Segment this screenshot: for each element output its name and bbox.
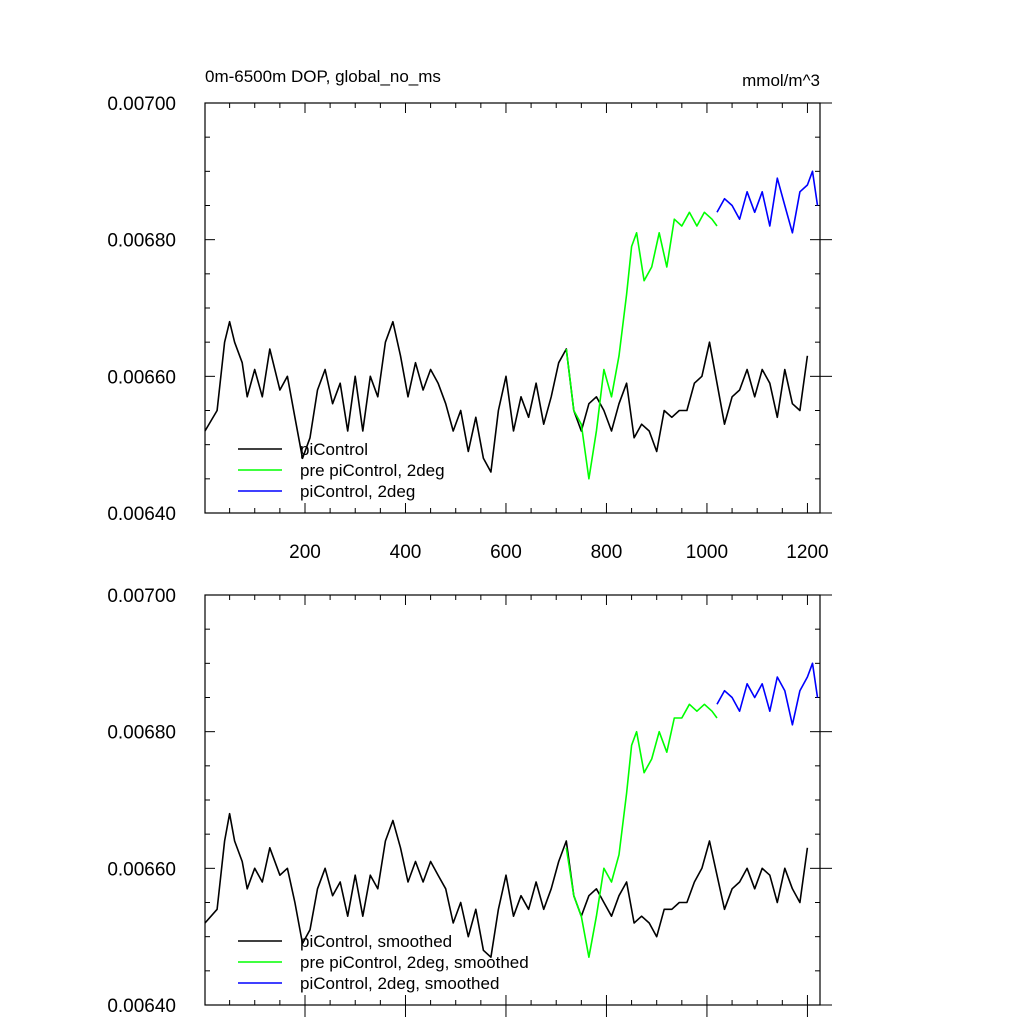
top-x-tick-label: 200 [289,542,321,563]
bottom-y-tick-label: 0.00680 [107,723,176,744]
top-chart-title: 0m-6500m DOP, global_no_ms [205,67,441,86]
top-series-line-2 [716,170,819,234]
top-legend-label-1: pre piControl, 2deg [300,461,445,480]
bottom-chart: 0.00640 0.00660 0.00680 0.00700 piControl, … [107,586,832,1017]
bottom-y-tick-label: 0.00660 [107,859,176,880]
top-chart: 0m-6500m DOP, global_no_ms mmol/m^3 200 4… [107,67,832,563]
top-legend-label-2: piControl, 2deg [300,482,415,501]
top-series-line-0 [204,320,809,473]
top-legend: piControl pre piControl, 2deg piControl, 2… [238,440,445,501]
top-series [204,170,819,480]
bottom-series-line-1 [565,703,718,959]
bottom-series-line-0 [204,812,809,959]
top-y-tick-label: 0.00640 [107,504,176,525]
bottom-plot-frame [204,594,821,1006]
bottom-ticks: 0.00640 0.00660 0.00680 0.00700 [107,586,832,1017]
top-y-tick-label: 0.00700 [107,94,176,115]
bottom-legend-label-2: piControl, 2deg, smoothed [300,974,499,993]
top-ticks: 200 400 600 800 1000 1200 0.00640 0.00660 0.0068… [107,94,832,563]
bottom-legend-label-0: piControl, smoothed [300,932,452,951]
bottom-y-tick-label: 0.00700 [107,586,176,607]
bottom-series-line-2 [716,662,819,726]
bottom-legend: piControl, smoothed pre piControl, 2deg, … [238,932,529,993]
top-x-tick-label: 400 [390,542,422,563]
top-legend-label-0: piControl [300,440,368,459]
top-plot-frame [204,102,821,514]
bottom-legend-label-1: pre piControl, 2deg, smoothed [300,953,529,972]
top-x-tick-label: 600 [490,542,522,563]
top-x-tick-label: 1200 [786,542,828,563]
top-x-tick-label: 1000 [686,542,728,563]
top-chart-units: mmol/m^3 [742,71,820,90]
top-series-line-1 [565,211,718,480]
top-y-tick-label: 0.00680 [107,231,176,252]
bottom-y-tick-label: 0.00640 [107,996,176,1017]
top-x-tick-label: 800 [591,542,623,563]
bottom-series [204,662,819,959]
top-y-tick-label: 0.00660 [107,367,176,388]
